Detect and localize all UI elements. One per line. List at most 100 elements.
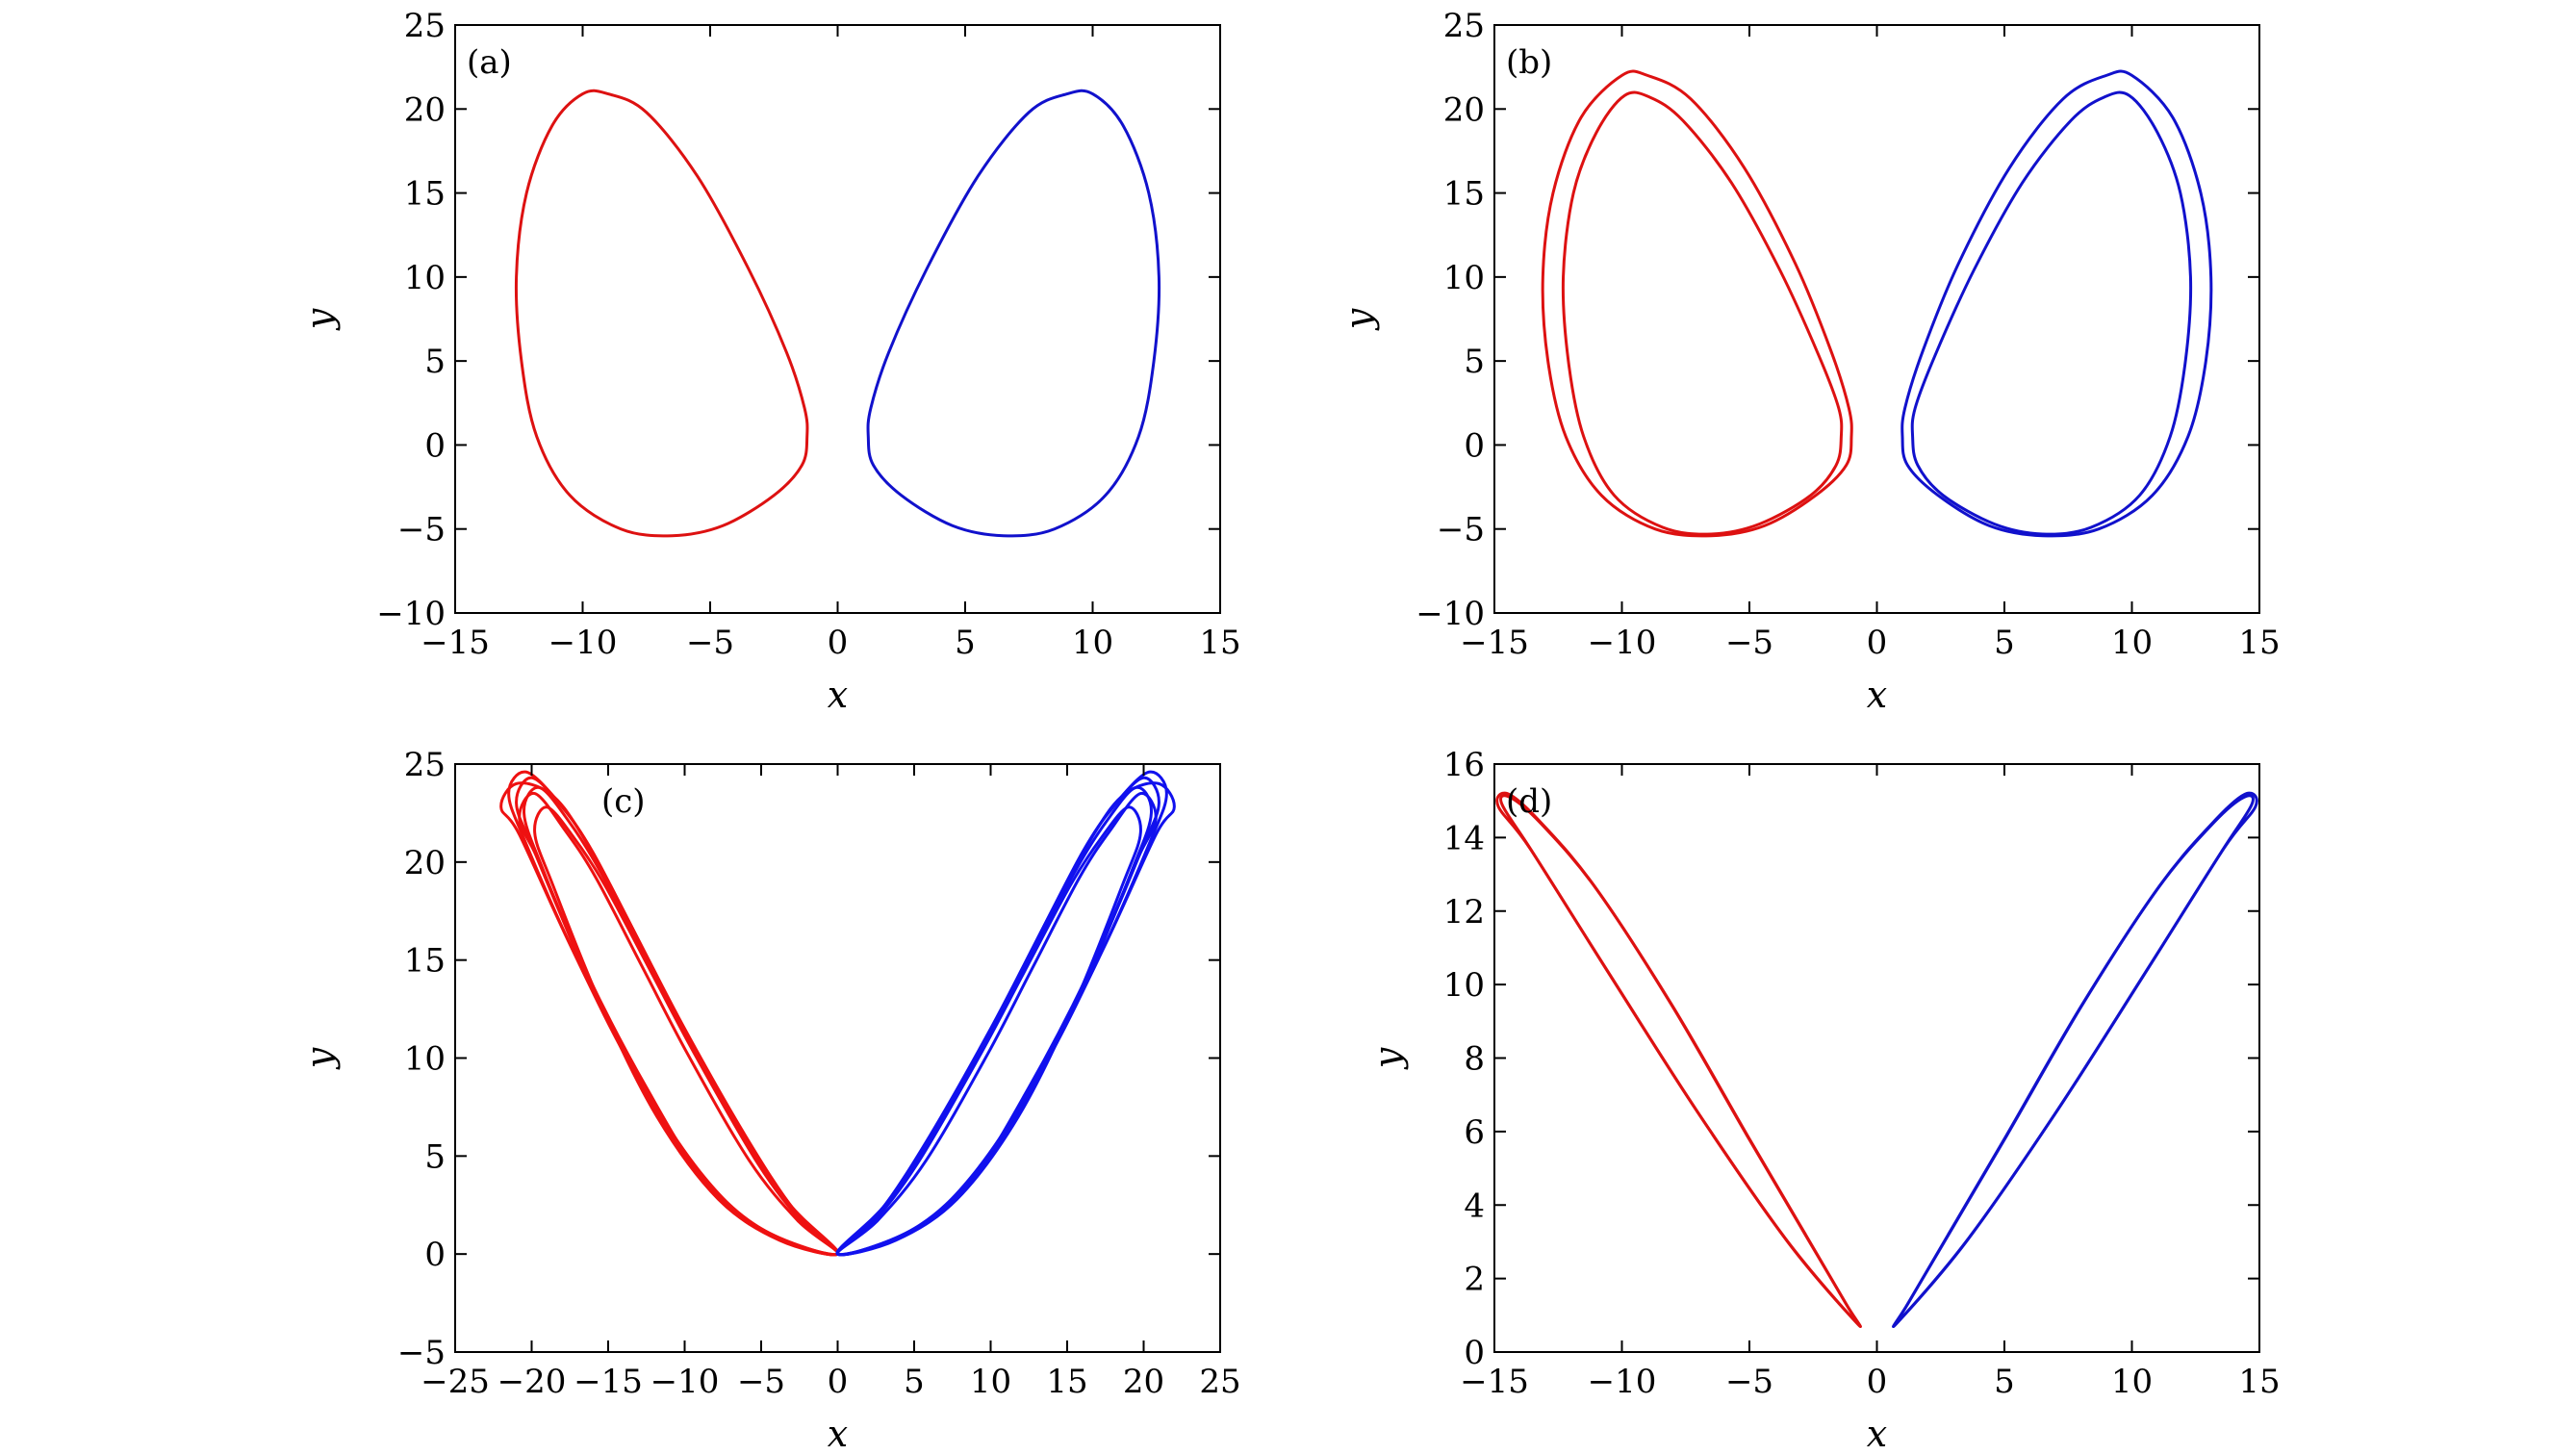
y-tick-label-a: −5	[397, 511, 446, 549]
y-tick-label-c: 10	[404, 1040, 446, 1079]
x-tick-label-c: 5	[904, 1363, 925, 1401]
x-tick-label-b: 10	[2111, 624, 2153, 662]
x-tick-label-d: −15	[1460, 1363, 1529, 1401]
x-tick-label-d: 10	[2111, 1363, 2153, 1401]
y-tick-label-c: 20	[404, 844, 446, 882]
series-line-d-1	[1499, 794, 1862, 1328]
y-tick-label-b: 5	[1464, 343, 1485, 381]
series-line-c-5	[518, 792, 840, 1257]
series-line-d-3	[1892, 794, 2255, 1328]
x-tick-label-b: −15	[1460, 624, 1529, 662]
panel-c: −25 −20 −15 −10 −5 0 5 10 15 20 25 −5 0 5 10 15 20 25 x y (c…	[298, 746, 1241, 1455]
y-tick-label-b: 15	[1443, 175, 1485, 214]
x-tick-label-a: 10	[1072, 624, 1113, 662]
y-tick-label-b: 10	[1443, 259, 1485, 297]
x-tick-label-b: 15	[2238, 624, 2280, 662]
series-line-c-12	[835, 781, 1176, 1257]
x-tick-label-b: −5	[1725, 624, 1773, 662]
x-tick-label-d: −10	[1588, 1363, 1657, 1401]
y-tick-label-b: −10	[1416, 595, 1485, 633]
x-tick-label-b: 0	[1867, 624, 1888, 662]
y-tick-label-d: 6	[1464, 1113, 1485, 1152]
x-tick-label-c: 0	[828, 1363, 849, 1401]
x-tick-label-b: −10	[1588, 624, 1657, 662]
y-tick-label-c: −5	[397, 1334, 446, 1372]
x-tick-label-a: 5	[955, 624, 976, 662]
x-axis-label-d: x	[1867, 1413, 1887, 1455]
x-tick-label-c: 25	[1199, 1363, 1240, 1401]
x-tick-label-d: 15	[2238, 1363, 2280, 1401]
x-tick-label-d: −5	[1725, 1363, 1773, 1401]
x-tick-label-c: −10	[650, 1363, 720, 1401]
series-line-d-2	[1495, 791, 1862, 1329]
y-tick-label-c: 15	[404, 942, 446, 981]
x-axis-label-a: x	[828, 674, 848, 716]
x-tick-label-c: −5	[737, 1363, 785, 1401]
axes-frame-a	[454, 24, 1221, 614]
x-tick-label-c: −15	[574, 1363, 643, 1401]
x-tick-label-c: −20	[497, 1363, 567, 1401]
y-tick-label-d: 14	[1443, 819, 1485, 857]
y-tick-label-a: 25	[404, 7, 446, 45]
y-tick-label-c: 5	[424, 1137, 446, 1176]
series-line-b-2	[1561, 90, 1844, 536]
y-tick-label-a: 5	[424, 343, 446, 381]
y-axis-label-c: y	[298, 1047, 341, 1070]
series-group-b	[1541, 69, 2213, 538]
x-tick-label-d: 5	[1994, 1363, 2015, 1401]
panel-label-b: (b)	[1506, 43, 1552, 82]
x-tick-label-c: −25	[421, 1363, 490, 1401]
y-tick-label-c: 25	[404, 746, 446, 784]
y-tick-label-a: 20	[404, 90, 446, 129]
x-tick-label-a: 15	[1199, 624, 1240, 662]
series-line-b-4	[1910, 90, 2193, 536]
x-axis-label-b: x	[1867, 674, 1887, 716]
y-tick-label-b: 0	[1464, 426, 1485, 465]
panel-label-d: (d)	[1506, 782, 1552, 821]
x-tick-label-d: 0	[1867, 1363, 1888, 1401]
y-tick-label-b: 20	[1443, 90, 1485, 129]
y-tick-label-a: 0	[424, 426, 446, 465]
series-group-a	[514, 89, 1161, 538]
series-group-c	[499, 770, 1176, 1257]
y-tick-label-a: 15	[404, 175, 446, 214]
series-group-d	[1495, 791, 2258, 1329]
x-axis-label-c: x	[828, 1413, 848, 1455]
y-axis-label-b: y	[1338, 308, 1380, 331]
y-tick-label-d: 2	[1464, 1261, 1485, 1299]
x-tick-label-c: 20	[1123, 1363, 1164, 1401]
y-tick-label-d: 10	[1443, 966, 1485, 1005]
y-tick-label-d: 4	[1464, 1187, 1485, 1225]
panel-d: −15 −10 −5 0 5 10 15 0 2 4 6 8 10 12 14 16 x y (d)	[1366, 746, 2281, 1455]
series-line-b-3	[1900, 69, 2213, 538]
y-tick-label-d: 16	[1443, 746, 1485, 784]
x-tick-label-a: −5	[686, 624, 734, 662]
x-tick-label-a: −15	[421, 624, 490, 662]
x-tick-label-c: 15	[1046, 1363, 1087, 1401]
axes-frame-d	[1493, 763, 2260, 1353]
series-line-a-1	[514, 89, 809, 538]
y-tick-label-c: 0	[424, 1236, 446, 1274]
y-tick-label-d: 12	[1443, 893, 1485, 932]
x-tick-label-b: 5	[1994, 624, 2015, 662]
x-tick-label-a: 0	[828, 624, 849, 662]
series-line-a-2	[866, 89, 1161, 538]
y-tick-label-a: −10	[376, 595, 446, 633]
y-tick-label-b: −5	[1437, 511, 1485, 549]
y-tick-label-d: 8	[1464, 1040, 1485, 1079]
y-tick-label-a: 10	[404, 259, 446, 297]
panel-label-a: (a)	[467, 43, 512, 82]
y-axis-label-d: y	[1366, 1047, 1409, 1070]
x-tick-label-a: −10	[548, 624, 618, 662]
axes-frame-c	[454, 763, 1221, 1353]
x-tick-label-c: 10	[970, 1363, 1011, 1401]
series-line-c-11	[835, 792, 1158, 1257]
y-tick-label-b: 25	[1443, 7, 1485, 45]
series-line-d-4	[1892, 791, 2258, 1329]
panel-label-c: (c)	[601, 782, 646, 821]
series-line-c-6	[499, 781, 840, 1257]
y-tick-label-d: 0	[1464, 1334, 1485, 1372]
